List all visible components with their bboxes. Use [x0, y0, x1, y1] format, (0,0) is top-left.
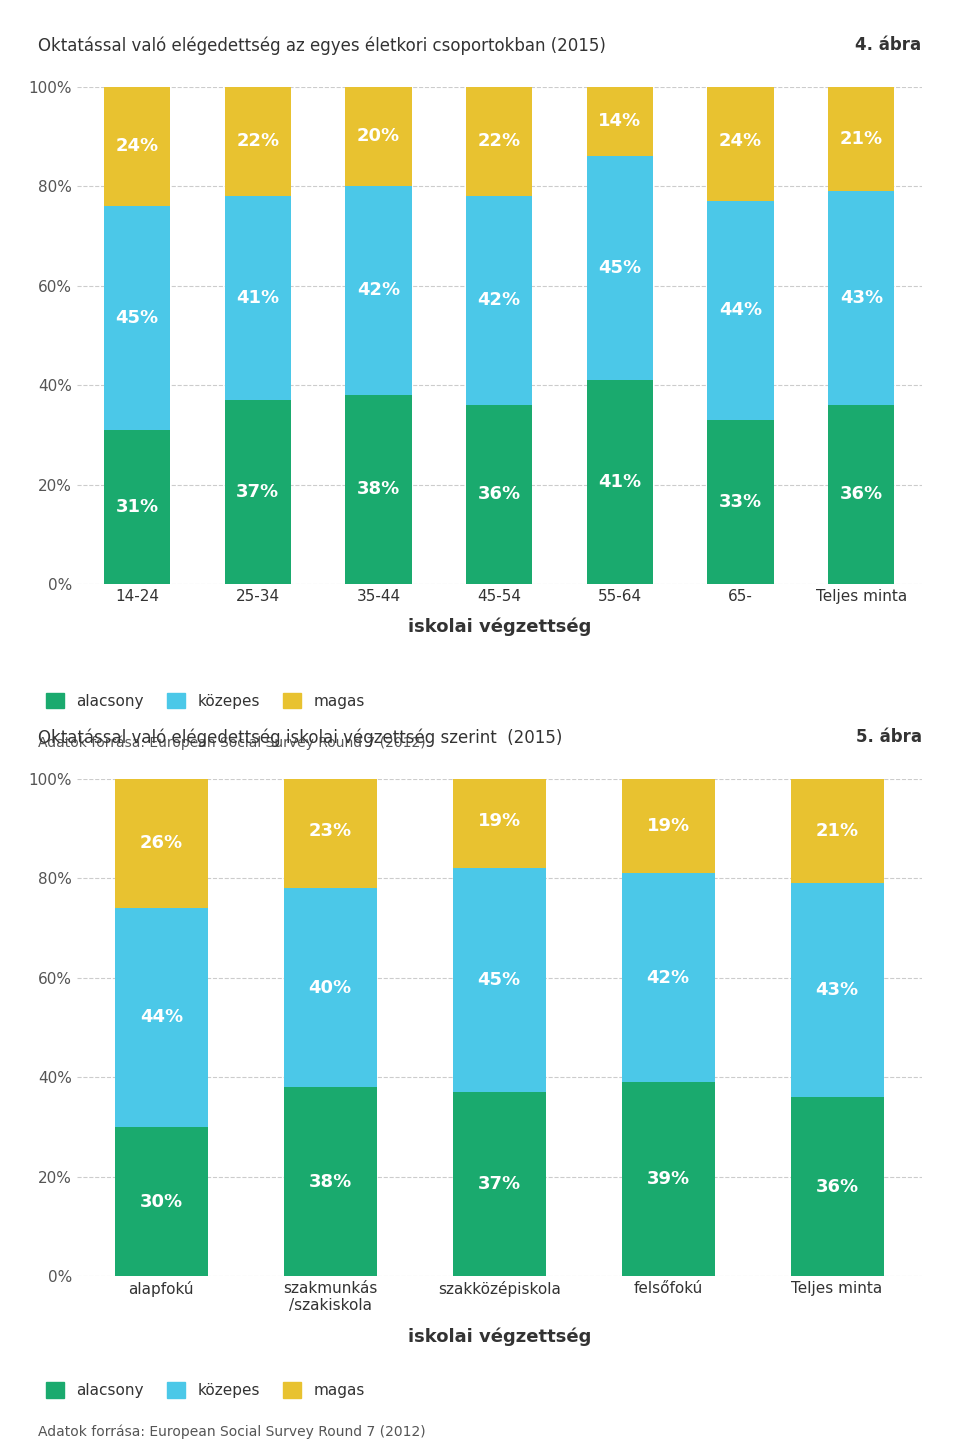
Text: 26%: 26%: [140, 835, 182, 852]
Bar: [453, 774, 545, 868]
Text: Oktatással való elégedettség iskolai végzettség szerint  (2015): Oktatással való elégedettség iskolai vég…: [38, 728, 563, 747]
Text: Adatok forrása: European Social Survey Round 7 (2012): Adatok forrása: European Social Survey R…: [38, 735, 426, 750]
Bar: [104, 430, 170, 584]
Bar: [708, 200, 774, 420]
Text: 36%: 36%: [478, 486, 520, 503]
Text: 38%: 38%: [308, 1172, 352, 1191]
Bar: [828, 87, 895, 190]
Bar: [791, 1097, 883, 1276]
Bar: [791, 883, 883, 1097]
Bar: [346, 395, 412, 584]
Bar: [708, 420, 774, 584]
Bar: [791, 779, 883, 883]
Text: 4. ábra: 4. ábra: [855, 36, 922, 53]
Bar: [346, 186, 412, 395]
Text: 19%: 19%: [647, 818, 689, 835]
Text: 42%: 42%: [478, 291, 520, 310]
Bar: [225, 87, 291, 196]
Legend: alacsony, közepes, magas: alacsony, közepes, magas: [46, 692, 365, 708]
Text: 24%: 24%: [115, 137, 158, 156]
Bar: [104, 206, 170, 430]
Bar: [225, 399, 291, 584]
Text: 44%: 44%: [719, 301, 762, 319]
Text: 45%: 45%: [478, 970, 520, 989]
Bar: [104, 87, 170, 206]
Legend: alacsony, közepes, magas: alacsony, közepes, magas: [46, 1381, 365, 1397]
Bar: [587, 87, 653, 156]
Bar: [466, 196, 533, 405]
Text: 43%: 43%: [840, 288, 883, 307]
X-axis label: iskolai végzettség: iskolai végzettség: [407, 1327, 591, 1345]
Text: 45%: 45%: [115, 309, 158, 327]
Bar: [115, 908, 207, 1128]
Text: 21%: 21%: [840, 130, 883, 147]
Bar: [284, 888, 376, 1087]
Bar: [284, 774, 376, 888]
Text: Oktatással való elégedettség az egyes életkori csoportokban (2015): Oktatással való elégedettség az egyes él…: [38, 36, 607, 55]
Bar: [828, 190, 895, 405]
Text: 14%: 14%: [598, 112, 641, 130]
Text: Adatok forrása: European Social Survey Round 7 (2012): Adatok forrása: European Social Survey R…: [38, 1425, 426, 1439]
Bar: [828, 405, 895, 584]
Text: 39%: 39%: [647, 1169, 689, 1188]
Text: 31%: 31%: [115, 497, 158, 516]
Bar: [284, 1087, 376, 1276]
Text: 36%: 36%: [816, 1178, 858, 1195]
Bar: [225, 196, 291, 399]
Bar: [453, 1092, 545, 1276]
Text: 38%: 38%: [357, 480, 400, 499]
Text: 19%: 19%: [478, 812, 520, 831]
Text: 43%: 43%: [816, 981, 858, 999]
Bar: [708, 82, 774, 200]
Bar: [587, 156, 653, 381]
Text: 40%: 40%: [309, 979, 351, 996]
Text: 21%: 21%: [816, 822, 858, 839]
Text: 30%: 30%: [140, 1193, 182, 1210]
Text: 41%: 41%: [236, 288, 279, 307]
Text: 24%: 24%: [719, 133, 762, 150]
Text: 33%: 33%: [719, 493, 762, 510]
Text: 20%: 20%: [357, 127, 400, 146]
Bar: [346, 87, 412, 186]
Text: 42%: 42%: [357, 281, 400, 300]
Bar: [115, 1128, 207, 1276]
Text: 5. ábra: 5. ábra: [855, 728, 922, 746]
Text: 45%: 45%: [598, 260, 641, 277]
X-axis label: iskolai végzettség: iskolai végzettség: [407, 617, 591, 636]
Text: 37%: 37%: [478, 1175, 520, 1193]
Bar: [587, 381, 653, 584]
Text: 44%: 44%: [140, 1008, 182, 1027]
Bar: [115, 779, 207, 908]
Text: 23%: 23%: [309, 822, 351, 839]
Bar: [466, 405, 533, 584]
Bar: [466, 87, 533, 196]
Bar: [622, 874, 714, 1082]
Text: 22%: 22%: [236, 133, 279, 150]
Text: 36%: 36%: [840, 486, 883, 503]
Bar: [622, 1082, 714, 1276]
Bar: [453, 868, 545, 1092]
Bar: [622, 779, 714, 874]
Text: 22%: 22%: [478, 133, 520, 150]
Text: 41%: 41%: [598, 473, 641, 492]
Text: 37%: 37%: [236, 483, 279, 500]
Text: 42%: 42%: [647, 969, 689, 986]
